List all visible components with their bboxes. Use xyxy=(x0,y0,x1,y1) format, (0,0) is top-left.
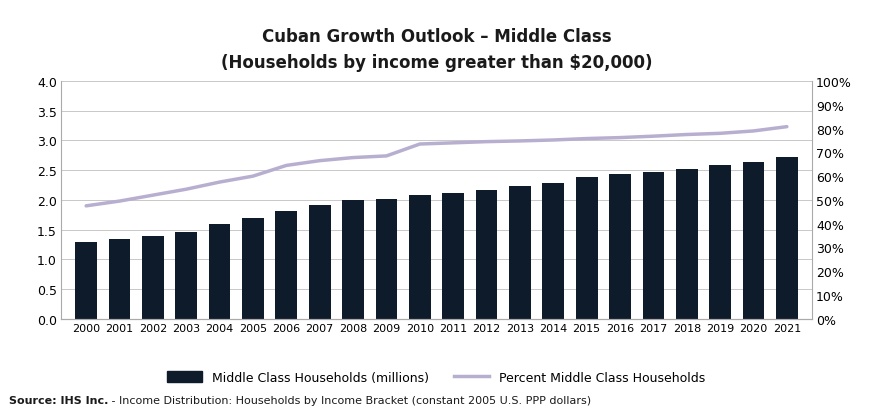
Text: Source: IHS Inc.: Source: IHS Inc. xyxy=(9,395,108,405)
Bar xyxy=(576,178,597,319)
Bar xyxy=(375,199,397,319)
Bar xyxy=(75,242,97,319)
Bar xyxy=(609,175,631,319)
Bar xyxy=(476,190,498,319)
Bar xyxy=(509,187,531,319)
Text: Source: IHS Inc. - Income Distribution: Households by Income Bracket (constant 2: Source: IHS Inc. - Income Distribution: … xyxy=(0,408,1,409)
Bar xyxy=(309,205,331,319)
Bar xyxy=(342,200,364,319)
Bar xyxy=(242,218,264,319)
Bar xyxy=(409,196,430,319)
Bar xyxy=(709,166,731,319)
Legend: Middle Class Households (millions), Percent Middle Class Households: Middle Class Households (millions), Perc… xyxy=(168,371,705,384)
Text: - Income Distribution: Households by Income Bracket (constant 2005 U.S. PPP doll: - Income Distribution: Households by Inc… xyxy=(108,395,591,405)
Bar xyxy=(776,158,798,319)
Bar xyxy=(443,193,464,319)
Bar xyxy=(142,236,164,319)
Title: Cuban Growth Outlook – Middle Class
(Households by income greater than $20,000): Cuban Growth Outlook – Middle Class (Hou… xyxy=(221,28,652,72)
Bar xyxy=(542,184,564,319)
Bar xyxy=(276,211,297,319)
Bar xyxy=(743,163,765,319)
Bar xyxy=(209,224,230,319)
Bar xyxy=(676,170,698,319)
Bar xyxy=(643,173,664,319)
Bar xyxy=(175,232,197,319)
Bar xyxy=(108,239,130,319)
